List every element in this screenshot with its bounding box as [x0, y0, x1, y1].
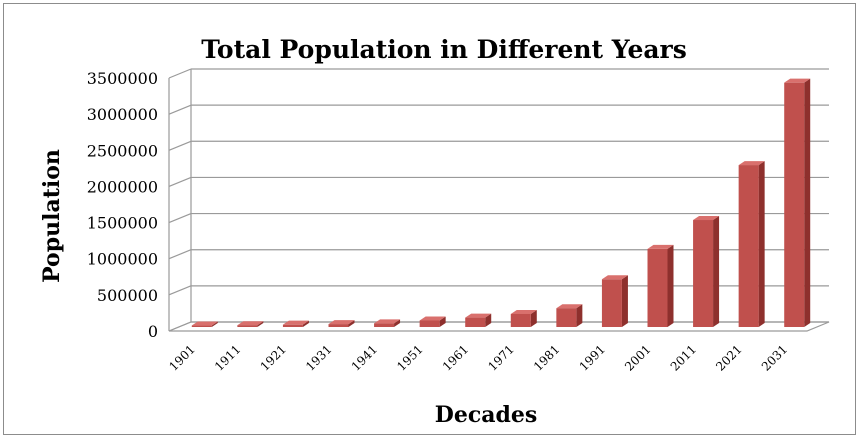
chart-frame: 0 500000 1000000 1500000 2000000 2500000 30000… — [3, 3, 856, 435]
bar-top — [419, 316, 446, 321]
x-tick-label: 1931 — [303, 342, 334, 373]
bar-1971 — [510, 309, 537, 327]
gridline-side — [168, 140, 192, 151]
x-tick-label: 1941 — [349, 342, 380, 373]
bar-2001 — [647, 244, 674, 327]
bar-top — [510, 309, 537, 314]
bar-side — [804, 78, 811, 327]
y-axis-title: Population — [39, 149, 65, 283]
bar-top — [601, 275, 628, 280]
bar-top — [465, 313, 492, 318]
chart-floor — [168, 321, 830, 332]
x-tick-labels: 1901 1911 1921 1931 1941 1951 1961 1971 1981 1991… — [166, 342, 790, 373]
bar-side — [576, 304, 583, 327]
x-tick-label: 1961 — [440, 342, 471, 373]
bar-top — [237, 321, 264, 326]
gridline-side — [168, 176, 192, 187]
bar-front — [556, 308, 577, 327]
bar-1991 — [601, 275, 628, 327]
y-tick-label: 2000000 — [87, 177, 158, 196]
bar-front — [647, 248, 668, 327]
bar-top — [647, 244, 674, 249]
bar-front — [784, 82, 805, 327]
x-tick-label: 1901 — [166, 342, 197, 373]
bar-front — [374, 323, 395, 327]
y-tick-labels: 0 500000 1000000 1500000 2000000 2500000 30000… — [87, 69, 158, 341]
bar-side — [621, 275, 628, 327]
y-tick-label: 500000 — [97, 286, 158, 305]
bar-2011 — [693, 216, 720, 327]
bar-1921 — [282, 320, 309, 327]
bar-front — [191, 325, 212, 327]
bar-top — [784, 78, 811, 83]
x-tick-label: 1991 — [577, 342, 608, 373]
bar-1911 — [237, 321, 264, 327]
bar-side — [439, 316, 446, 327]
bar-front — [510, 313, 531, 327]
bar-top — [282, 320, 309, 325]
bar-1941 — [374, 319, 401, 327]
x-tick-label: 1951 — [394, 342, 425, 373]
bar-side — [211, 321, 218, 327]
bar-side — [257, 321, 264, 327]
bar-side — [485, 313, 492, 327]
gridline-side — [168, 68, 192, 79]
bar-2031 — [784, 78, 811, 327]
bar-1951 — [419, 316, 446, 327]
x-tick-label: 2011 — [668, 342, 699, 373]
bar-top — [374, 319, 401, 324]
bar-front — [419, 320, 440, 327]
bar-side — [302, 320, 309, 327]
bar-side — [394, 319, 401, 327]
bar-top — [556, 304, 583, 309]
bar-1931 — [328, 320, 355, 327]
bar-side — [667, 244, 674, 327]
x-tick-label: 1911 — [212, 342, 243, 373]
gridline-side — [168, 104, 192, 115]
x-tick-label: 1971 — [485, 342, 516, 373]
bar-top — [738, 161, 765, 166]
bars — [191, 78, 811, 327]
bar-side — [758, 161, 765, 327]
x-tick-label: 2031 — [759, 342, 790, 373]
bar-front — [282, 324, 303, 327]
bar-front — [328, 324, 349, 327]
x-tick-label: 2021 — [713, 342, 744, 373]
x-tick-label: 2001 — [622, 342, 653, 373]
y-tick-label: 0 — [148, 322, 158, 341]
x-tick-label: 1981 — [531, 342, 562, 373]
bar-side — [713, 216, 720, 327]
y-tick-label: 1500000 — [87, 214, 158, 233]
bar-top — [328, 320, 355, 325]
bar-top — [693, 216, 720, 221]
y-tick-label: 3000000 — [87, 105, 158, 124]
gridline-side — [168, 249, 192, 260]
bar-front — [237, 325, 258, 327]
bar-front — [693, 220, 714, 327]
bar-front — [738, 165, 759, 327]
bar-side — [530, 309, 537, 327]
bar-front — [601, 279, 622, 327]
bar-1901 — [191, 321, 218, 327]
gridline-side — [168, 285, 192, 296]
bar-1961 — [465, 313, 492, 327]
bar-side — [348, 320, 355, 327]
chart-title: Total Population in Different Years — [201, 35, 687, 64]
y-tick-label: 3500000 — [87, 69, 158, 88]
bar-front — [465, 317, 486, 327]
x-tick-label: 1921 — [258, 342, 289, 373]
y-tick-label: 1000000 — [87, 250, 158, 269]
bar-top — [191, 321, 218, 326]
x-axis-title: Decades — [435, 402, 538, 428]
gridlines — [168, 68, 830, 332]
gridline-side — [168, 213, 192, 224]
bar-1981 — [556, 304, 583, 327]
bar-2021 — [738, 161, 765, 327]
y-tick-label: 2500000 — [87, 141, 158, 160]
population-chart: 0 500000 1000000 1500000 2000000 2500000 30000… — [39, 35, 830, 428]
